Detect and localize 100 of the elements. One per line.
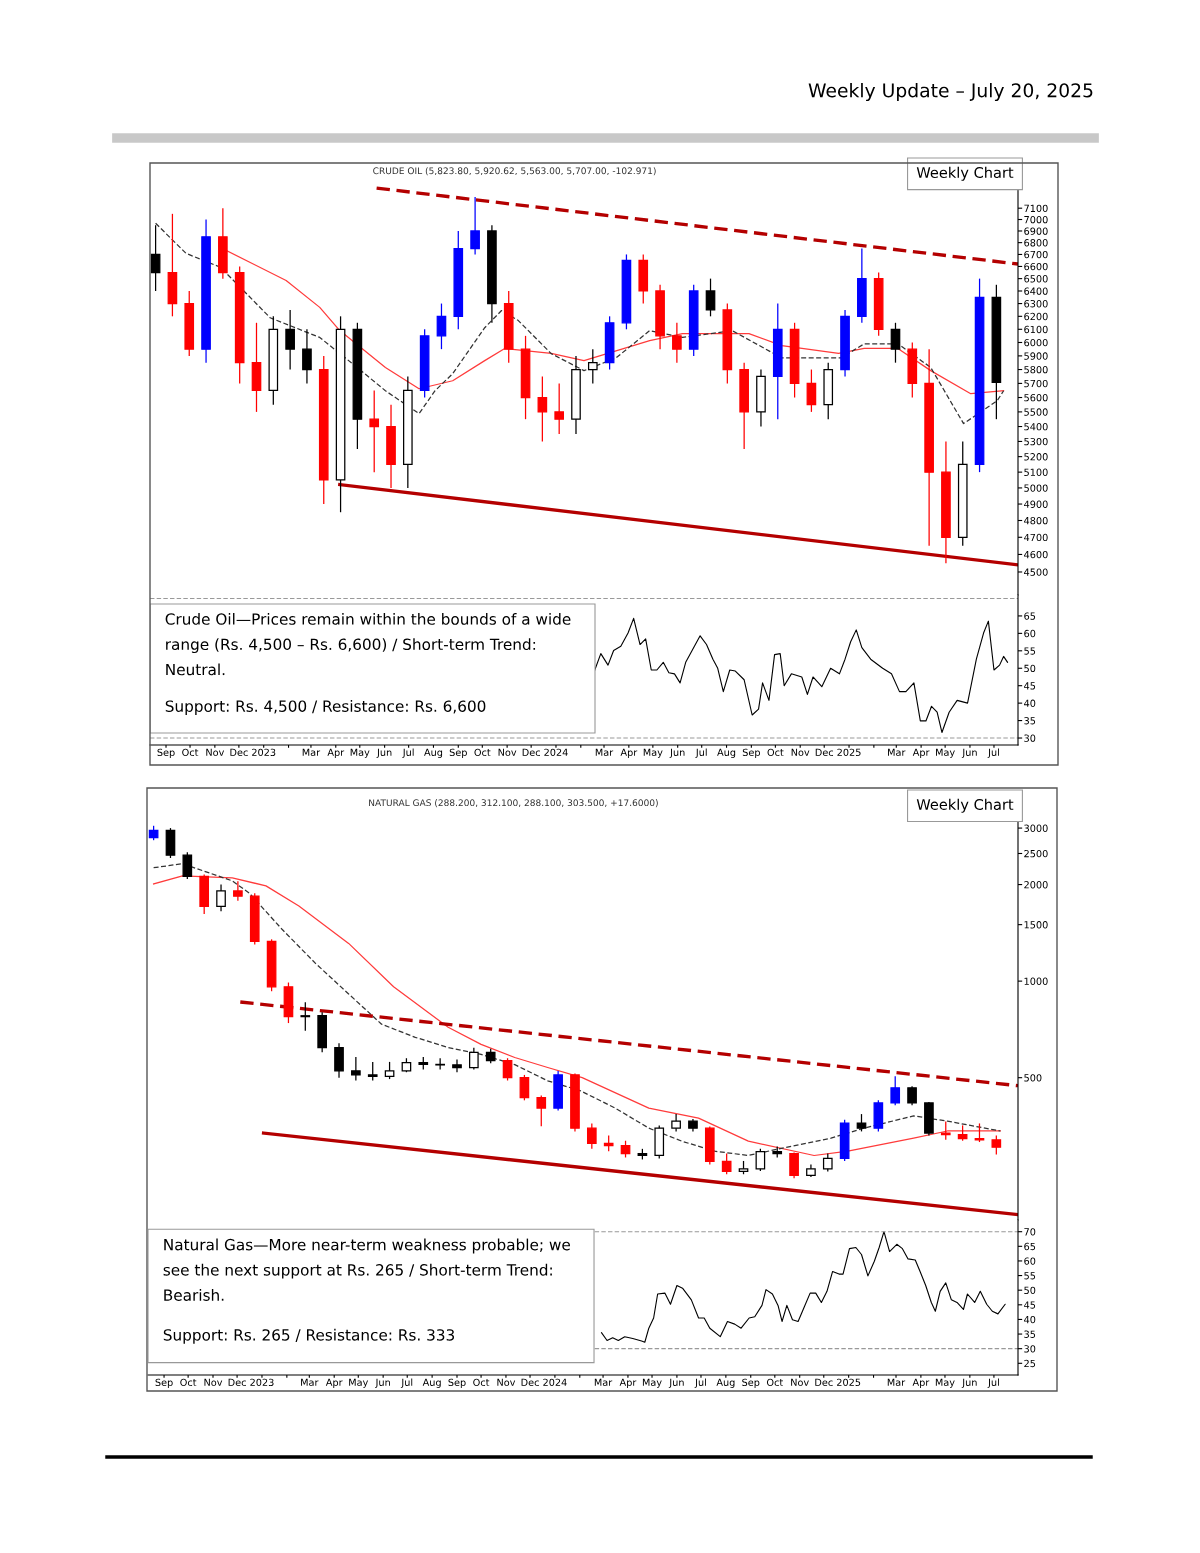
x-tick-label: Apr xyxy=(327,748,345,758)
x-tick-label: Jul xyxy=(987,1378,999,1388)
x-tick-label: Nov xyxy=(498,748,517,756)
x-tick-label: Jul xyxy=(695,748,707,758)
candlestick xyxy=(369,389,380,473)
candlestick xyxy=(554,382,565,435)
annotation: Crude Oil—Prices remain within the bounds of a wide range (Rs. 4,500 – Rs. 6,600) / Short-term Trend: Neutral. xyxy=(165,613,571,676)
y-tick-label: 5900 xyxy=(1024,352,1048,360)
x-tick-label: Dec xyxy=(522,748,540,756)
x-tick-label: Dec xyxy=(521,1378,539,1386)
y-tick-label: 6200 xyxy=(1024,312,1048,321)
x-tick-label: Mar xyxy=(888,748,906,756)
candlestick xyxy=(233,880,243,902)
y-tick-label: 70 xyxy=(1024,1228,1036,1236)
y-tick-label: 4600 xyxy=(1024,550,1048,559)
y-tick-label: 5000 xyxy=(1024,484,1048,492)
x-tick-label: Jun xyxy=(669,748,685,758)
candlestick xyxy=(469,1047,479,1071)
candlestick xyxy=(806,368,817,413)
x-tick-label: Dec xyxy=(815,748,834,756)
y-tick-label: 4900 xyxy=(1024,500,1048,508)
x-tick-label: 2023 xyxy=(250,1378,274,1386)
candlestick xyxy=(536,1094,547,1127)
x-tick-label: Sep xyxy=(155,1378,173,1388)
x-tick-label: Aug xyxy=(717,748,736,758)
candlestick xyxy=(285,309,295,371)
y-tick-label: 60 xyxy=(1024,1257,1036,1265)
y-tick-label: 6700 xyxy=(1024,250,1048,259)
y-tick-label: 3000 xyxy=(1024,824,1048,832)
y-tick-label: 6000 xyxy=(1024,338,1048,347)
y-tick-label: 6300 xyxy=(1024,300,1048,308)
y-tick-label: 50 xyxy=(1024,1286,1036,1295)
candlestick xyxy=(586,1122,597,1150)
x-tick-label: Dec xyxy=(230,748,248,756)
x-tick-label: Apr xyxy=(912,748,930,758)
y-tick-label: 7000 xyxy=(1024,215,1048,224)
x-tick-label: Aug xyxy=(422,1378,441,1388)
x-tick-label: Jul xyxy=(400,1378,413,1388)
candlestick xyxy=(789,1151,799,1179)
annotation: Support: Rs. 265 / Resistance: Rs. 333 xyxy=(163,1328,455,1344)
candlestick xyxy=(587,348,598,385)
x-tick-label: May xyxy=(936,748,955,758)
candlestick xyxy=(334,1042,344,1079)
x-tick-label: 2024 xyxy=(543,1378,567,1386)
line-series xyxy=(154,222,1005,425)
x-tick-label: Apr xyxy=(619,1378,637,1388)
x-tick-label: Oct xyxy=(182,748,199,756)
candlestick xyxy=(502,1057,513,1082)
candlestick xyxy=(991,1134,1002,1156)
x-tick-label: May xyxy=(935,1378,955,1388)
candlestick xyxy=(672,322,682,364)
x-tick-label: Apr xyxy=(325,1378,343,1388)
candlestick xyxy=(705,278,716,317)
x-tick-label: Oct xyxy=(474,748,491,756)
y-tick-label: 55 xyxy=(1024,647,1036,655)
candlestick xyxy=(302,328,312,385)
x-tick-label: Mar xyxy=(595,748,614,756)
candlestick xyxy=(216,883,226,912)
y-tick-label: 5500 xyxy=(1024,408,1048,416)
x-tick-label: Oct xyxy=(473,1378,490,1386)
x-tick-label: Nov xyxy=(206,748,225,756)
candlestick xyxy=(452,1058,462,1073)
y-tick-label: 65 xyxy=(1024,612,1036,620)
annotation: Natural Gas—More near-term weakness probable; we see the next support at Rs. 265 / Short-term Trend: Bearish. xyxy=(163,1238,570,1301)
y-tick-label: 35 xyxy=(1024,1330,1036,1338)
x-tick-label: 2025 xyxy=(837,1378,861,1386)
y-tick-label: 35 xyxy=(1024,717,1036,725)
x-tick-label: Aug xyxy=(716,1378,735,1388)
annotation: Support: Rs. 4,500 / Resistance: Rs. 6,600 xyxy=(165,700,486,715)
y-tick-label: 50 xyxy=(1024,664,1036,673)
y-tick-label: 5400 xyxy=(1024,423,1048,431)
x-tick-label: Jul xyxy=(694,1378,706,1388)
x-tick-label: Oct xyxy=(180,1378,197,1386)
candlestick xyxy=(367,1061,378,1082)
x-tick-label: Nov xyxy=(791,1378,809,1386)
y-tick-label: 4500 xyxy=(1024,568,1048,576)
line-series xyxy=(600,1231,1006,1343)
x-tick-label: Jul xyxy=(987,748,999,758)
y-tick-label: 500 xyxy=(1024,1074,1042,1082)
chart-title: NATURAL GAS (288.200, 312.100, 288.100, 303.500, +17.6000) xyxy=(369,799,658,808)
x-tick-label: May xyxy=(642,1378,662,1388)
y-tick-label: 55 xyxy=(1024,1272,1036,1280)
candlestick xyxy=(182,851,193,880)
x-tick-label: Mar xyxy=(302,748,321,756)
y-tick-label: 5600 xyxy=(1024,394,1048,402)
candlestick xyxy=(890,1075,901,1106)
x-tick-label: Sep xyxy=(742,1378,760,1388)
x-tick-label: Mar xyxy=(887,1378,906,1386)
x-tick-label: Mar xyxy=(594,1378,613,1386)
y-tick-label: 1500 xyxy=(1024,921,1048,929)
x-tick-label: Nov xyxy=(204,1378,223,1386)
x-tick-label: Jun xyxy=(961,1378,977,1388)
x-tick-label: Sep xyxy=(448,1378,466,1388)
x-tick-label: Oct xyxy=(767,748,784,756)
y-tick-label: 5800 xyxy=(1024,366,1048,374)
y-tick-label: 45 xyxy=(1024,1301,1036,1309)
y-tick-label: 6500 xyxy=(1024,275,1048,283)
y-tick-label: 2500 xyxy=(1024,849,1048,858)
line-series xyxy=(593,617,1009,733)
y-tick-label: 40 xyxy=(1024,1315,1036,1324)
